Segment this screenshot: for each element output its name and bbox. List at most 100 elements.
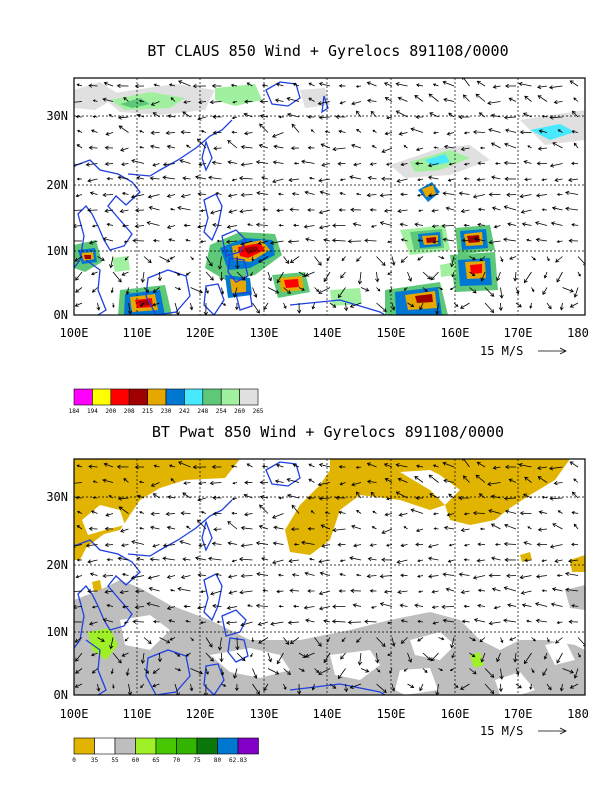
wind-vector <box>414 222 424 227</box>
wind-vector <box>179 159 191 164</box>
wind-vector <box>360 668 370 673</box>
wind-vector <box>443 478 455 483</box>
colorbar-label: 194 <box>87 408 98 415</box>
colorbar-swatch <box>92 388 112 406</box>
colorbar-label: 80 <box>214 757 222 764</box>
wind-vector <box>435 683 440 695</box>
wind-vector <box>166 605 176 610</box>
wind-vector <box>339 178 346 182</box>
wind-vector <box>553 99 563 105</box>
wind-vector <box>460 208 470 214</box>
wind-vector <box>400 573 408 578</box>
wind-vector <box>415 115 423 119</box>
colorbar-label: 208 <box>124 408 135 415</box>
bottom-xtick-140e: 140E <box>313 707 342 721</box>
wind-vector <box>318 590 331 596</box>
bottom-xtick-160e: 160E <box>441 707 470 721</box>
wind-vector <box>252 668 258 679</box>
colorbar-label: 260 <box>234 408 245 415</box>
wind-vector <box>448 112 455 118</box>
wind-vector <box>473 618 486 623</box>
bottom-xtick-130e: 130E <box>250 707 279 721</box>
wind-vector <box>140 683 145 689</box>
wind-vector <box>74 101 83 104</box>
wind-vector <box>153 239 160 243</box>
wind-vector <box>357 652 363 666</box>
wind-vector <box>291 573 300 577</box>
wind-vector <box>298 287 305 291</box>
wind-vector <box>509 637 517 641</box>
wind-vector <box>476 558 486 563</box>
wind-vector <box>379 221 393 226</box>
wind-vector <box>445 587 455 592</box>
wind-vector <box>383 463 393 468</box>
top-gridlines <box>74 78 585 315</box>
wind-vector <box>317 482 331 487</box>
wind-vector <box>136 113 145 118</box>
wind-vector <box>259 495 269 500</box>
wind-vector <box>490 523 501 530</box>
wind-vector <box>414 603 424 608</box>
wind-vector <box>102 192 114 198</box>
top-x-axis: 100E 110E 120E 130E 140E 150E 160E 170E … <box>60 326 589 340</box>
wind-vector <box>407 271 412 282</box>
wind-vector <box>537 527 548 532</box>
wind-vector <box>238 176 253 181</box>
wind-vector <box>304 571 315 576</box>
wind-vector <box>136 557 145 561</box>
wind-vector <box>292 82 300 87</box>
wind-vector <box>360 287 370 292</box>
wind-vector <box>138 99 145 103</box>
wind-vector <box>384 131 393 136</box>
wind-vector <box>447 178 455 182</box>
wind-vector <box>75 668 83 674</box>
wind-vector <box>356 192 362 196</box>
wind-vector <box>350 207 362 212</box>
wind-vector <box>519 575 532 580</box>
wind-vector <box>329 683 337 689</box>
wind-vector <box>396 559 408 564</box>
wind-vector <box>186 144 191 149</box>
wind-vector <box>473 237 486 242</box>
wind-vector <box>208 175 222 180</box>
wind-vector <box>76 464 83 468</box>
wind-vector <box>85 162 98 167</box>
wind-vector <box>149 176 160 181</box>
wind-vector <box>267 287 280 294</box>
wind-vector <box>347 620 362 625</box>
wind-vector <box>76 129 83 133</box>
wind-vector <box>476 177 486 182</box>
wind-vector <box>531 287 535 293</box>
wind-vector <box>503 541 517 547</box>
wind-vector <box>339 572 346 577</box>
wind-vector <box>513 652 518 663</box>
wind-vector <box>272 559 284 565</box>
wind-vector <box>235 683 239 692</box>
wind-vector <box>174 668 182 672</box>
wind-vector <box>395 110 408 118</box>
wind-vector <box>76 83 83 87</box>
wind-vector <box>356 256 362 262</box>
wind-vector <box>178 461 191 468</box>
wind-vector <box>275 463 284 468</box>
wind-vector <box>462 475 470 483</box>
wind-vector <box>442 237 455 242</box>
wind-vector <box>503 205 517 211</box>
wind-vector <box>557 510 563 514</box>
wind-vector <box>226 620 238 625</box>
wind-vector <box>75 193 83 198</box>
wind-vector <box>125 668 130 677</box>
wind-vector <box>546 637 550 643</box>
wind-vector <box>102 618 114 623</box>
wind-vector <box>460 683 470 690</box>
wind-vector <box>256 191 269 196</box>
wind-vector <box>415 464 424 469</box>
wind-vector <box>318 225 331 230</box>
wind-vector <box>143 637 152 645</box>
wind-vector <box>549 115 563 120</box>
wind-vector <box>527 145 532 149</box>
wind-vector <box>542 668 548 676</box>
wind-vector <box>227 193 238 198</box>
wind-vector <box>349 683 362 689</box>
wind-vector <box>537 465 548 471</box>
